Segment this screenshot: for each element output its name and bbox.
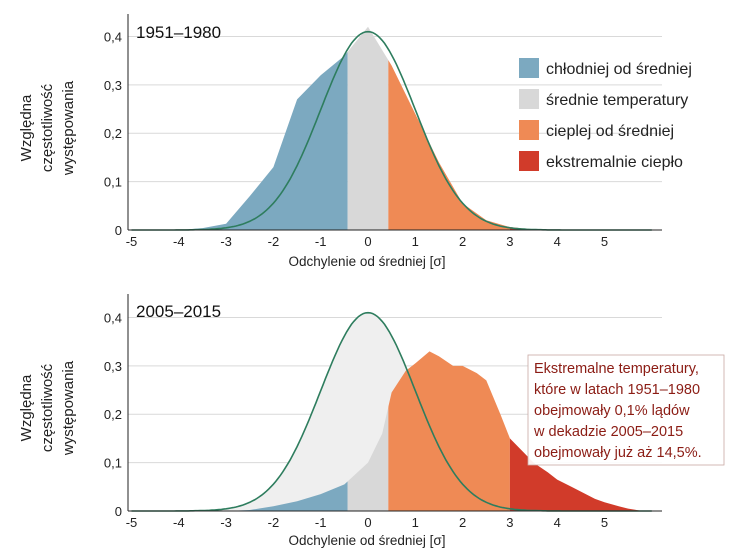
annotation-background [527, 354, 725, 466]
band-warm [388, 26, 510, 230]
y-axis-label-line: występowania [60, 360, 77, 456]
legend-label-extreme: ekstremalnie ciepło [546, 154, 683, 171]
legend-swatch-cool [519, 58, 539, 78]
x-axis-label: Odchylenie od średniej [σ] [289, 254, 446, 269]
y-tick-label: 0,3 [104, 78, 122, 93]
x-tick-label: 2 [459, 234, 466, 249]
x-tick-labels: -5 -4 -3 -2 -1 0 1 2 3 4 5 [126, 515, 608, 530]
y-tick-label: 0 [115, 223, 122, 238]
y-tick-labels: 0 0,1 0,2 0,3 0,4 [104, 310, 122, 519]
x-tick-labels: -5 -4 -3 -2 -1 0 1 2 3 4 5 [126, 234, 608, 249]
y-axis-label: Względna częstotliwość występowania [18, 360, 77, 456]
annotation-line: które w latach 1951–1980 [534, 382, 700, 398]
panel-title: 1951–1980 [136, 23, 221, 42]
legend: chłodniej od średniej średnie temperatur… [519, 58, 692, 171]
panel-title: 2005–2015 [136, 302, 221, 321]
legend-label-warm: cieplej od średniej [546, 123, 674, 140]
annotation-line: Ekstremalne temperatury, [534, 361, 699, 377]
panel-2005-2015: 0 0,1 0,2 0,3 0,4 -5 -4 -3 -2 -1 0 1 2 3 4 5 2005–2015… [18, 294, 725, 548]
y-tick-label: 0,4 [104, 310, 122, 325]
x-tick-label: 4 [554, 234, 561, 249]
y-tick-label: 0,1 [104, 175, 122, 190]
x-tick-label: 5 [601, 515, 608, 530]
x-tick-label: -4 [173, 515, 185, 530]
x-tick-label: -5 [126, 515, 138, 530]
y-axis-label: Względna częstotliwość występowania [18, 80, 77, 176]
y-axis-label-line: Względna [18, 94, 35, 161]
panel-1951-1980: 0 0,1 0,2 0,3 0,4 -5 -4 -3 -2 -1 0 1 2 3 4 5 1951–1980… [18, 14, 662, 269]
y-axis-label-line: Względna [18, 374, 35, 441]
x-tick-label: -3 [220, 515, 232, 530]
y-tick-label: 0,2 [104, 126, 122, 141]
x-tick-label: -5 [126, 234, 138, 249]
y-axis-label-line: częstotliwość [39, 83, 56, 172]
x-tick-label: -4 [173, 234, 185, 249]
legend-swatch-warm [519, 120, 539, 140]
x-tick-label: 1 [412, 234, 419, 249]
x-tick-label: -2 [268, 234, 280, 249]
x-tick-label: -3 [220, 234, 232, 249]
legend-label-average: średnie temperatury [546, 92, 688, 109]
y-axis-label-line: występowania [60, 80, 77, 176]
y-tick-labels: 0 0,1 0,2 0,3 0,4 [104, 29, 122, 238]
legend-swatch-extreme [519, 151, 539, 171]
y-tick-label: 0 [115, 504, 122, 519]
y-tick-label: 0,1 [104, 456, 122, 471]
legend-swatch-average [519, 89, 539, 109]
band-warm [388, 351, 510, 511]
x-tick-label: 3 [506, 234, 513, 249]
x-tick-label: -1 [315, 515, 327, 530]
band-average [347, 26, 389, 230]
x-axis-label: Odchylenie od średniej [σ] [289, 533, 446, 548]
annotation-line: obejmowały 0,1% lądów [534, 403, 690, 419]
x-tick-label: 1 [412, 515, 419, 530]
x-tick-label: 4 [554, 515, 561, 530]
annotation-box: Ekstremalne temperatury, które w latach … [527, 354, 725, 466]
y-tick-label: 0,3 [104, 359, 122, 374]
annotation-line: obejmowały już aż 14,5%. [534, 445, 702, 461]
x-tick-label: 5 [601, 234, 608, 249]
legend-label-cool: chłodniej od średniej [546, 61, 692, 78]
annotation-line: w dekadzie 2005–2015 [533, 424, 683, 440]
x-tick-label: -1 [315, 234, 327, 249]
x-tick-label: 3 [506, 515, 513, 530]
x-tick-label: 0 [364, 515, 371, 530]
x-tick-label: -2 [268, 515, 280, 530]
y-tick-label: 0,4 [104, 29, 122, 44]
x-tick-label: 2 [459, 515, 466, 530]
observed-distribution-area [155, 26, 558, 230]
y-tick-label: 0,2 [104, 407, 122, 422]
x-tick-label: 0 [364, 234, 371, 249]
y-axis-label-line: częstotliwość [39, 363, 56, 452]
